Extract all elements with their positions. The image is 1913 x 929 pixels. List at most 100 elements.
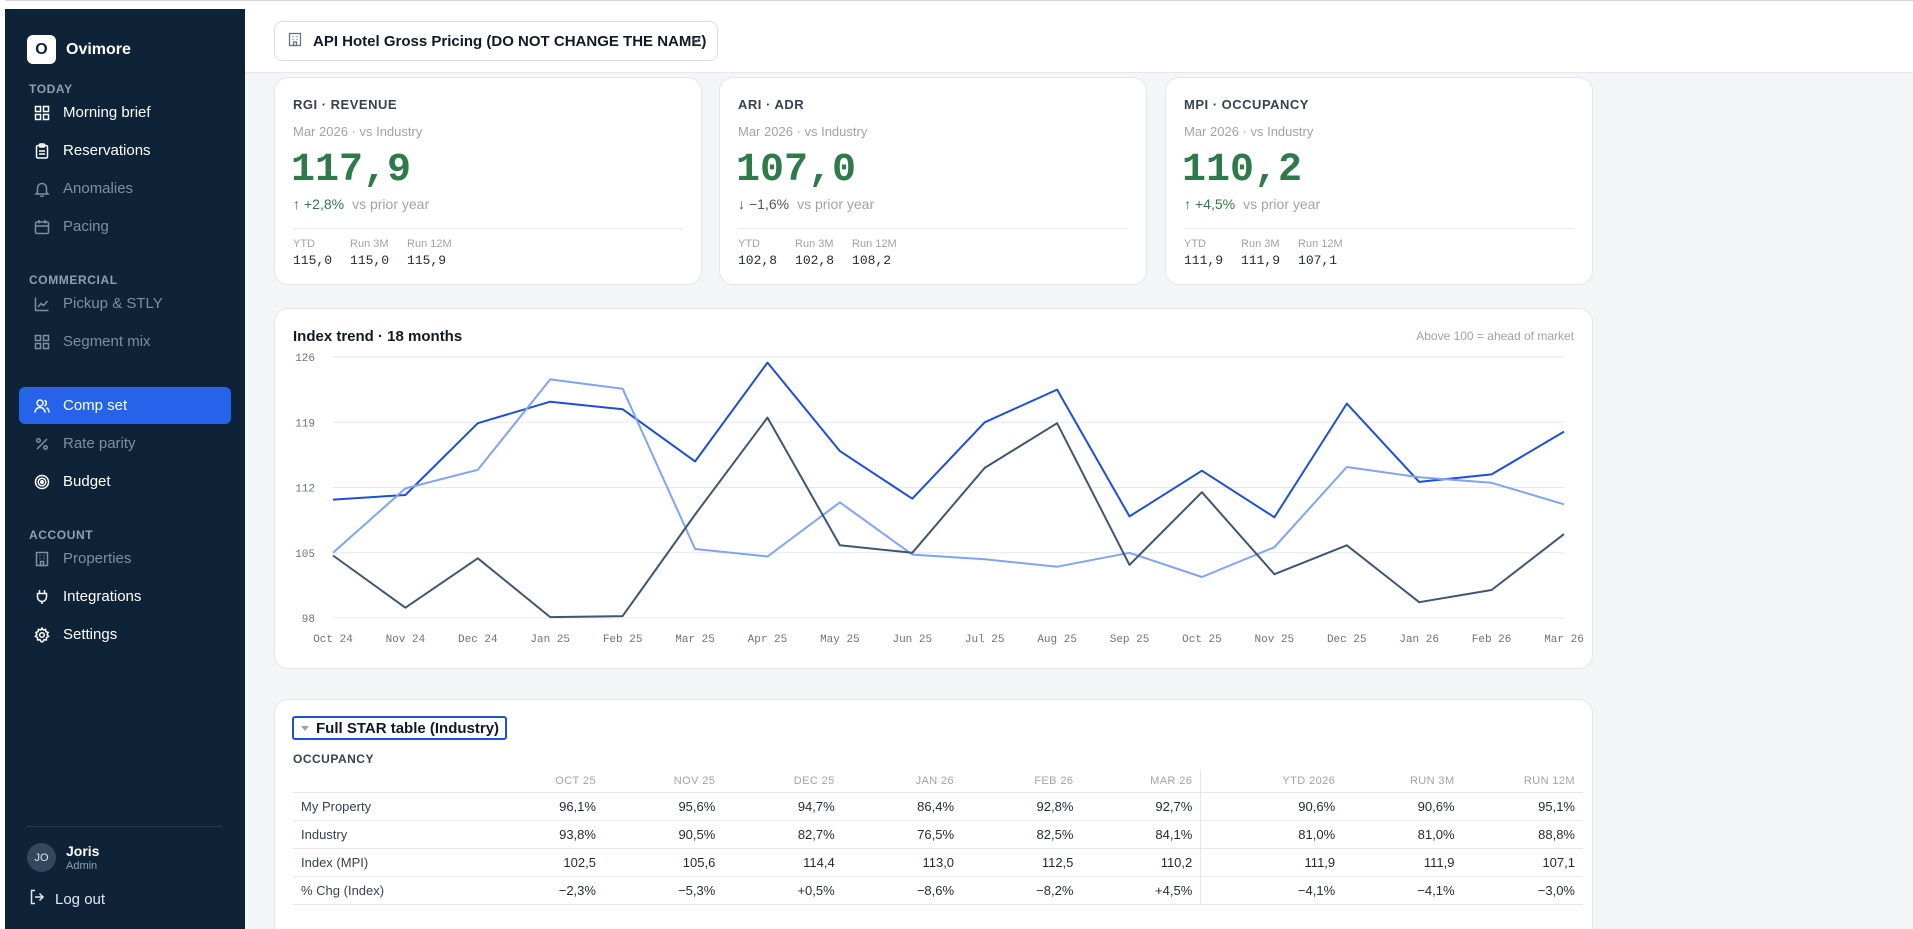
sidebar-item-pickup-stly[interactable]: Pickup & STLY [19, 285, 231, 322]
star-table: OCT 25 NOV 25 DEC 25 JAN 26 FEB 26 MAR 2… [293, 770, 1583, 905]
kpi-subtitle: Mar 2026 · vs Industry [1184, 124, 1314, 139]
user-profile[interactable]: JO Joris Admin [27, 843, 99, 872]
chart-note: Above 100 = ahead of market [1416, 329, 1574, 343]
topbar: API Hotel Gross Pricing (DO NOT CHANGE T… [245, 1, 1913, 73]
table-cell: −3,0% [1462, 876, 1583, 905]
sidebar-item-anomalies[interactable]: Anomalies [19, 170, 231, 207]
row-label: % Chg (Index) [293, 876, 482, 905]
table-header-row: OCT 25 NOV 25 DEC 25 JAN 26 FEB 26 MAR 2… [293, 770, 1583, 793]
sidebar-item-comp-set[interactable]: Comp set [19, 387, 231, 424]
table-cell: 110,2 [1081, 848, 1201, 877]
stat-label: Run 12M [1298, 238, 1343, 250]
sidebar-item-label: Reservations [63, 142, 151, 159]
x-tick-label: Mar 26 [1544, 634, 1584, 646]
sidebar-item-segment-mix[interactable]: Segment mix [19, 323, 231, 360]
table-row: Industry 93,8% 90,5% 82,7% 76,5% 82,5% 8… [293, 820, 1583, 849]
sidebar-item-rate-parity[interactable]: Rate parity [19, 425, 231, 462]
kpi-divider [738, 228, 1128, 229]
kpi-value: 110,2 [1182, 148, 1303, 193]
star-table-toggle[interactable]: Full STAR table (Industry) [292, 716, 508, 740]
property-name: API Hotel Gross Pricing (DO NOT CHANGE T… [313, 32, 707, 50]
section-label-today: TODAY [29, 82, 73, 96]
kpi-stat-run3m: Run 3M 115,0 [350, 238, 389, 268]
kpi-card-rgi: RGI · REVENUE Mar 2026 · vs Industry 117… [274, 77, 702, 285]
sidebar-item-label: Morning brief [63, 104, 151, 121]
x-tick-label: Sep 25 [1110, 634, 1150, 646]
table-cell: 95,1% [1462, 792, 1583, 821]
building-icon [33, 550, 51, 568]
gear-icon [33, 626, 51, 644]
caret-down-icon [300, 720, 310, 737]
table-cell: −4,1% [1200, 876, 1344, 905]
table-cell: 102,5 [481, 848, 604, 877]
table-section-title: OCCUPANCY [293, 752, 374, 766]
x-tick-label: Dec 24 [458, 634, 498, 646]
kpi-delta: ↑ +2,8% vs prior year [293, 196, 429, 212]
sidebar-item-label: Budget [63, 473, 111, 490]
y-tick-label: 126 [295, 353, 315, 365]
table-cell: 105,6 [603, 848, 724, 877]
table-cell: −8,6% [842, 876, 963, 905]
table-cell: 81,0% [1200, 820, 1344, 849]
table-cell: 88,8% [1462, 820, 1583, 849]
stat-value: 102,8 [795, 253, 835, 268]
section-label-commercial: COMMERCIAL [29, 273, 118, 287]
sidebar-item-label: Comp set [63, 397, 128, 414]
stat-label: Run 3M [795, 238, 834, 250]
column-header: FEB 26 [962, 770, 1082, 793]
table-cell: 90,5% [603, 820, 724, 849]
chevron-down-icon [689, 33, 703, 51]
stat-label: YTD [738, 238, 760, 250]
stat-value: 108,2 [852, 253, 892, 268]
x-tick-label: Mar 25 [675, 634, 715, 646]
sidebar-item-properties[interactable]: Properties [19, 540, 231, 577]
kpi-stat-run3m: Run 3M 111,9 [1241, 238, 1280, 268]
table-cell: 82,7% [723, 820, 843, 849]
x-tick-label: Nov 24 [386, 634, 426, 646]
logout-button[interactable]: Log out [29, 889, 105, 909]
x-tick-label: Aug 25 [1037, 634, 1077, 646]
table-row: Index (MPI) 102,5 105,6 114,4 113,0 112,… [293, 848, 1583, 877]
row-label: Industry [293, 820, 482, 849]
sidebar-item-budget[interactable]: Budget [19, 463, 231, 500]
kpi-delta: ↑ +4,5% vs prior year [1184, 196, 1320, 212]
kpi-stat-run12m: Run 12M 115,9 [407, 238, 452, 268]
x-tick-label: Oct 24 [313, 634, 353, 646]
sidebar-item-label: Rate parity [63, 435, 136, 452]
stat-label: Run 12M [407, 238, 452, 250]
sidebar-item-reservations[interactable]: Reservations [19, 132, 231, 169]
sidebar-item-pacing[interactable]: Pacing [19, 208, 231, 245]
kpi-card-ari: ARI · ADR Mar 2026 · vs Industry 107,0 ↓… [719, 77, 1147, 285]
table-cell: 82,5% [962, 820, 1082, 849]
sidebar-item-integrations[interactable]: Integrations [19, 578, 231, 615]
sidebar: O Ovimore TODAY Morning brief Reservatio… [5, 9, 245, 929]
user-name: Joris [66, 843, 100, 859]
series-line-2 [332, 378, 1565, 578]
calendar-icon [33, 218, 51, 236]
stat-label: YTD [293, 238, 315, 250]
sidebar-item-morning-brief[interactable]: Morning brief [19, 94, 231, 131]
kpi-delta: ↓ −1,6% vs prior year [738, 196, 874, 212]
index-trend-card: Index trend · 18 months Above 100 = ahea… [274, 308, 1593, 669]
kpi-card-mpi: MPI · OCCUPANCY Mar 2026 · vs Industry 1… [1165, 77, 1593, 285]
table-cell: −5,3% [603, 876, 724, 905]
building-icon [287, 31, 303, 51]
property-selector[interactable]: API Hotel Gross Pricing (DO NOT CHANGE T… [274, 21, 718, 61]
table-cell: 81,0% [1343, 820, 1463, 849]
series-line-3 [332, 416, 1565, 619]
clipboard-icon [33, 142, 51, 160]
x-tick-label: Feb 25 [603, 634, 643, 646]
brand[interactable]: O Ovimore [27, 35, 131, 64]
table-cell: 84,1% [1081, 820, 1201, 849]
line-chart-icon [33, 295, 51, 313]
table-cell: 76,5% [842, 820, 963, 849]
brand-name: Ovimore [66, 40, 131, 58]
table-cell: 90,6% [1200, 792, 1344, 821]
x-tick-label: Dec 25 [1327, 634, 1367, 646]
kpi-stats: YTD 115,0 Run 3M 115,0 Run 12M 115,9 [293, 238, 452, 268]
logout-icon [29, 889, 45, 909]
sidebar-item-settings[interactable]: Settings [19, 616, 231, 653]
column-header [293, 770, 482, 793]
table-cell: 96,1% [481, 792, 604, 821]
logout-label: Log out [55, 890, 106, 908]
